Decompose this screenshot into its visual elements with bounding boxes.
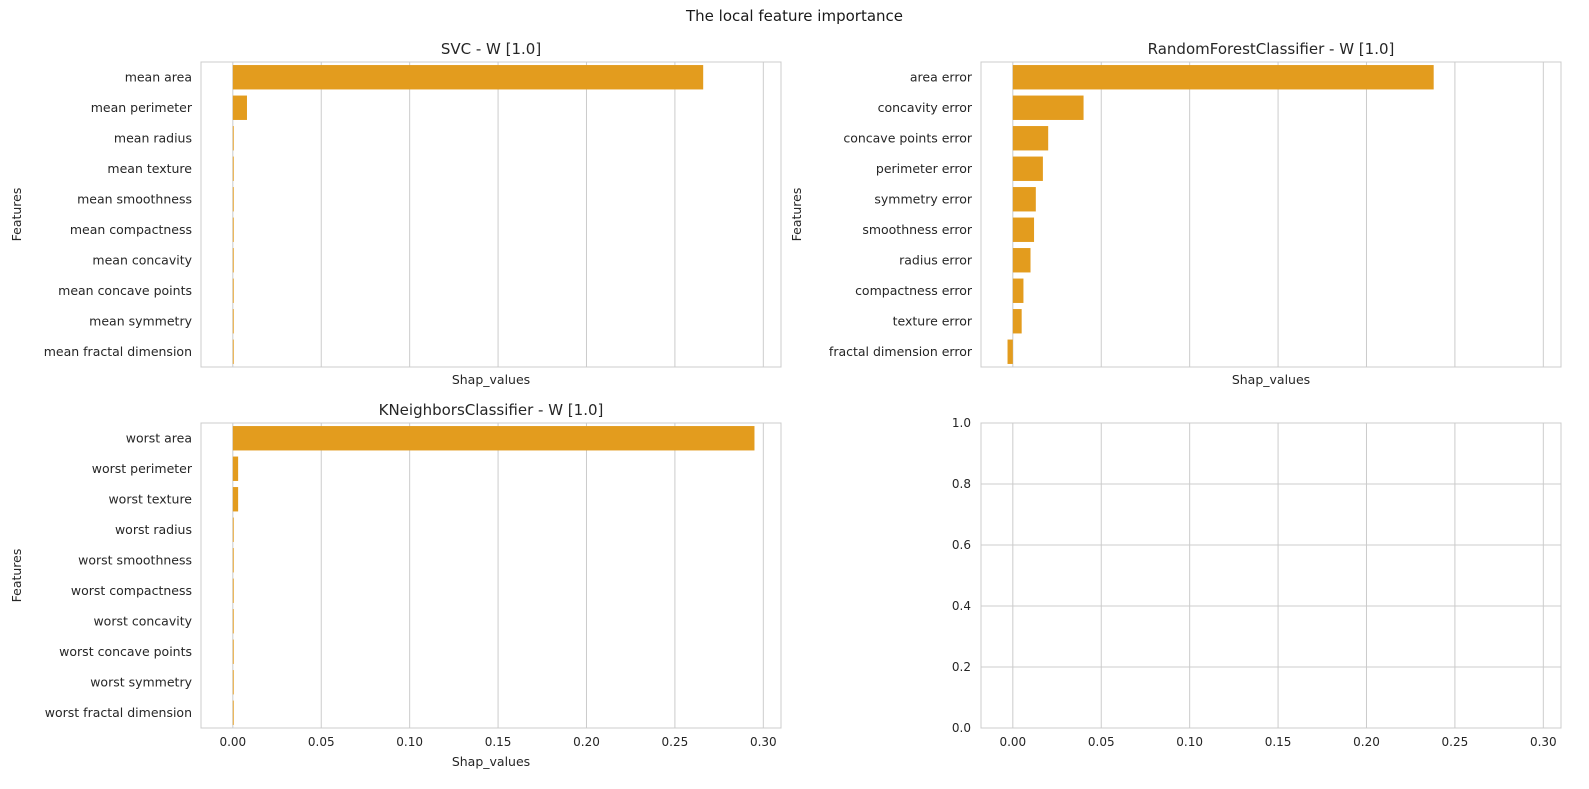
bar (1012, 65, 1434, 90)
bar (1012, 248, 1031, 273)
bar (232, 639, 234, 664)
x-tick-label: 0.10 (1176, 735, 1203, 749)
y-category-label: worst texture (108, 491, 192, 506)
bar (232, 126, 234, 151)
y-category-label: worst smoothness (78, 552, 192, 567)
y-category-label: mean area (125, 69, 192, 84)
plot-frame (980, 422, 1562, 729)
y-category-label: compactness error (855, 283, 973, 298)
y-category-label: mean fractal dimension (44, 344, 192, 359)
bar (232, 278, 234, 303)
bar (232, 65, 704, 90)
x-tick-label: 0.00 (219, 735, 246, 749)
chart-panel-3: 0.00 0.05 0.10 0.15 0.20 0.25 0.30 worst area wo… (9, 401, 782, 769)
x-tick-label: 0.30 (1530, 735, 1557, 749)
y-category-label: worst compactness (71, 583, 192, 598)
y-category-label: worst concave points (59, 644, 192, 659)
plot-frame (200, 61, 782, 368)
y-tick-label: 0.6 (952, 538, 971, 552)
y-tick-label: 0.8 (952, 477, 971, 491)
y-category-label: mean smoothness (77, 191, 192, 206)
y-category-label: mean perimeter (91, 100, 193, 115)
y-category-label: mean radius (114, 130, 192, 145)
bar (1012, 126, 1049, 151)
x-tick-label: 0.05 (1088, 735, 1115, 749)
bar (232, 426, 755, 451)
x-tick-label: 0.10 (396, 735, 423, 749)
bar (1012, 309, 1022, 334)
y-category-label: mean symmetry (89, 313, 192, 328)
x-tick-label: 0.25 (662, 735, 689, 749)
bar (232, 487, 239, 512)
x-tick-label: 0.20 (1353, 735, 1380, 749)
bar (232, 95, 247, 120)
y-category-label: mean concavity (92, 252, 192, 267)
y-category-label: fractal dimension error (829, 344, 973, 359)
x-tick-label: 0.20 (573, 735, 600, 749)
bar (1012, 95, 1084, 120)
x-tick-label: 0.25 (1442, 735, 1469, 749)
chart-panel-1: mean area mean perimeter mean radius mean t… (9, 40, 782, 387)
y-category-label: mean concave points (58, 283, 192, 298)
chart-panel-2: area error concavity error concave points … (789, 40, 1562, 387)
y-category-label: mean compactness (70, 222, 192, 237)
bar (232, 670, 234, 695)
y-category-label: mean texture (107, 161, 192, 176)
bar (232, 156, 234, 181)
bar (232, 456, 239, 481)
bar (232, 609, 234, 634)
y-category-label: perimeter error (876, 161, 973, 176)
bar (232, 187, 234, 212)
chart-title: KNeighborsClassifier - W [1.0] (379, 401, 604, 419)
y-category-label: symmetry error (874, 191, 972, 206)
bar (232, 700, 234, 725)
x-axis-label: Shap_values (452, 372, 530, 387)
y-category-label: worst perimeter (92, 461, 193, 476)
bar (1012, 278, 1024, 303)
chart-panel-4: 0.00 0.05 0.10 0.15 0.20 0.25 0.30 0.0 0.2 0.4 0.6… (952, 416, 1562, 749)
y-axis-label: Features (9, 188, 24, 242)
y-category-label: worst radius (115, 522, 192, 537)
x-axis-label: Shap_values (452, 754, 530, 769)
y-category-label: radius error (899, 252, 973, 267)
y-category-label: worst symmetry (90, 674, 192, 689)
bar (1012, 217, 1035, 242)
y-axis-label: Features (789, 188, 804, 242)
y-category-label: area error (910, 69, 973, 84)
bar (232, 309, 234, 334)
y-tick-label: 0.0 (952, 721, 971, 735)
x-tick-label: 0.00 (999, 735, 1026, 749)
x-tick-label: 0.30 (750, 735, 777, 749)
bar (232, 517, 234, 542)
y-category-label: concavity error (878, 100, 973, 115)
y-category-label: worst fractal dimension (45, 705, 192, 720)
y-category-label: worst area (126, 430, 192, 445)
x-tick-label: 0.05 (308, 735, 335, 749)
bar (1007, 339, 1013, 364)
x-tick-label: 0.15 (485, 735, 512, 749)
y-tick-label: 0.2 (952, 660, 971, 674)
plot-frame (980, 61, 1562, 368)
y-category-label: smoothness error (862, 222, 973, 237)
bar (232, 578, 234, 603)
bar (232, 339, 234, 364)
x-axis-label: Shap_values (1232, 372, 1310, 387)
y-tick-label: 1.0 (952, 416, 971, 430)
chart-title: RandomForestClassifier - W [1.0] (1148, 40, 1395, 58)
plot-frame (200, 422, 782, 729)
y-category-label: concave points error (843, 130, 973, 145)
y-tick-label: 0.4 (952, 599, 971, 613)
y-axis-label: Features (9, 549, 24, 603)
bar (232, 217, 234, 242)
bar (232, 548, 234, 573)
y-category-label: worst concavity (93, 613, 192, 628)
figure-title: The local feature importance (685, 7, 903, 25)
x-tick-label: 0.15 (1265, 735, 1292, 749)
bar (232, 248, 234, 273)
bar (1012, 187, 1036, 212)
chart-title: SVC - W [1.0] (441, 40, 541, 58)
y-category-label: texture error (893, 313, 973, 328)
bar (1012, 156, 1043, 181)
